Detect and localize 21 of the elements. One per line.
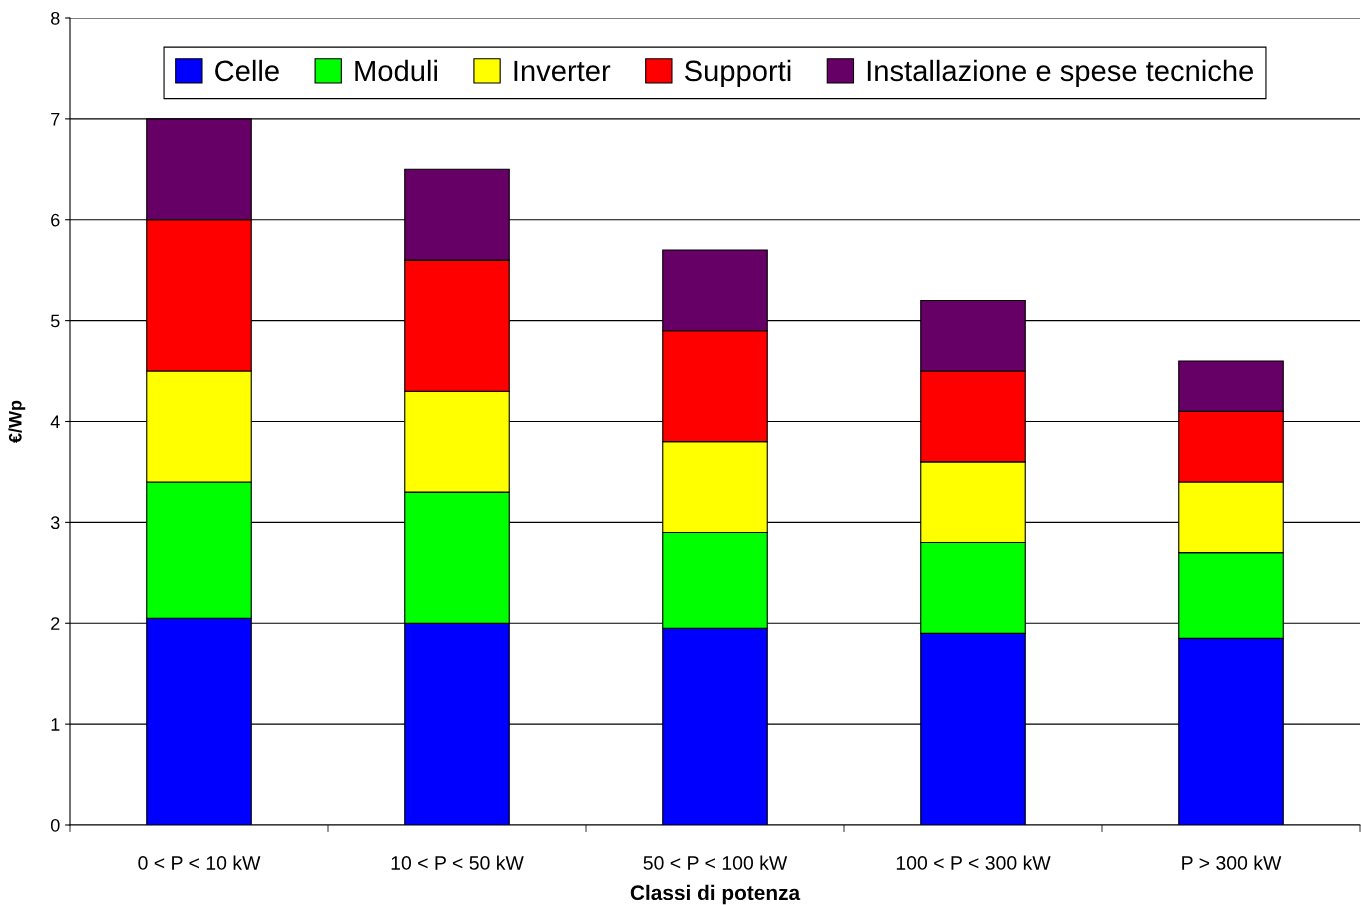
legend-label: Installazione e spese tecniche bbox=[867, 59, 1254, 87]
x-tick-label: P > 300 kW bbox=[1182, 855, 1282, 870]
legend-label: Inverter bbox=[514, 60, 611, 82]
x-axis-title: Classi di potenza bbox=[630, 884, 801, 905]
y-tick-label: 7 bbox=[51, 113, 60, 126]
y-tick-label: 0 bbox=[50, 818, 60, 832]
x-tick-label: 50 < P < 100 kW bbox=[643, 855, 788, 870]
x-tick-label: 100 < P < 300 kW bbox=[896, 855, 1051, 870]
y-tick-label: 3 bbox=[50, 516, 60, 530]
y-tick-label: 6 bbox=[51, 213, 60, 227]
legend-label: Celle bbox=[215, 59, 279, 82]
y-tick-label: 8 bbox=[51, 11, 60, 25]
y-tick-label: 2 bbox=[51, 617, 60, 630]
x-tick-label: 0 < P < 10 kW bbox=[138, 855, 261, 870]
y-tick-label: 4 bbox=[50, 415, 60, 429]
y-tick-label: 1 bbox=[51, 718, 60, 731]
y-axis-title: €/Wp bbox=[8, 400, 26, 443]
legend-label: Moduli bbox=[355, 59, 437, 82]
x-tick-label: 10 < P < 50 kW bbox=[391, 855, 524, 870]
legend-label: Supporti bbox=[684, 59, 791, 87]
y-tick-label: 5 bbox=[50, 314, 60, 328]
